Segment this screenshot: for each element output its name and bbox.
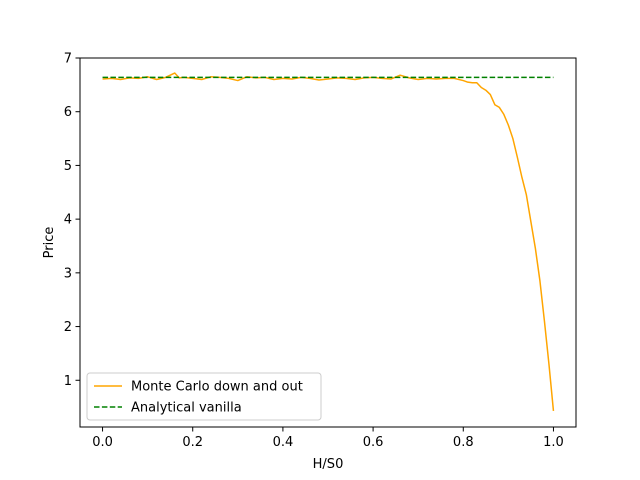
x-tick-label: 1.0 (543, 435, 564, 450)
y-tick-label: 3 (64, 266, 72, 281)
x-tick-label: 0.6 (363, 435, 384, 450)
series-layer (102, 72, 555, 411)
legend-box (86, 372, 322, 421)
x-tick-label: 0.4 (273, 435, 294, 450)
plot-area-frame (79, 57, 577, 428)
legend-label-analytical-vanilla: Analytical vanilla (131, 401, 242, 416)
x-tick-label: 0.2 (182, 435, 203, 450)
y-tick-label: 1 (64, 374, 72, 389)
x-axis: 0.0 0.2 0.4 0.6 0.8 1.0 (92, 427, 564, 450)
y-tick-label: 5 (64, 159, 72, 174)
y-tick-label: 6 (64, 105, 72, 120)
x-tick-label: 0.8 (453, 435, 474, 450)
y-axis-label: Price (42, 227, 57, 259)
x-tick-label: 0.0 (92, 435, 113, 450)
legend-label-monte-carlo: Monte Carlo down and out (131, 380, 303, 395)
x-axis-label: H/S0 (313, 457, 344, 472)
legend: Monte Carlo down and out Analytical vani… (86, 372, 322, 421)
y-tick-label: 4 (64, 213, 72, 228)
y-tick-label: 7 (64, 52, 72, 67)
y-axis: 1 2 3 4 5 6 7 (64, 52, 80, 389)
y-tick-label: 2 (64, 320, 72, 335)
